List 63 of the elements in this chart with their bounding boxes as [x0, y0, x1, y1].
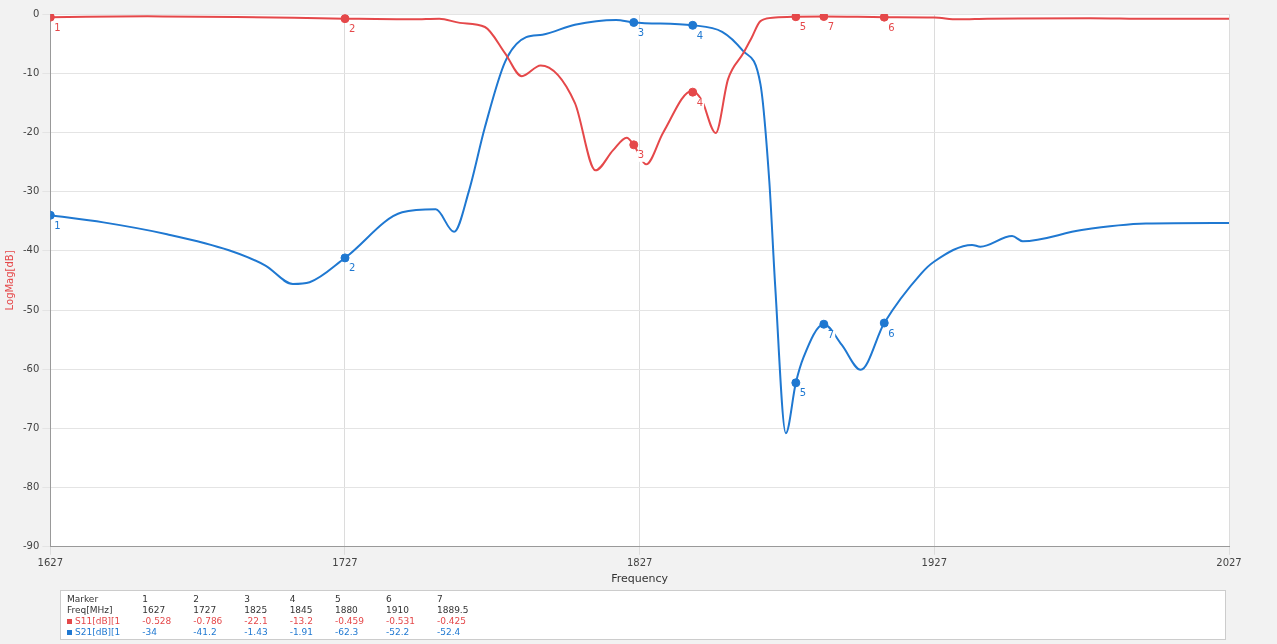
y-tick-label: -10: [22, 66, 40, 78]
annotation: 3: [637, 149, 645, 161]
text: -0.786: [193, 616, 224, 627]
y-tick-label: -40: [22, 244, 40, 256]
annotation: 7: [827, 21, 835, 33]
text: 1627: [142, 605, 167, 616]
text: 1825: [244, 605, 269, 616]
annotation: 2: [349, 262, 356, 274]
text: -0.459: [334, 616, 365, 627]
text: -0.528: [142, 616, 173, 627]
text: -13.2: [289, 616, 314, 627]
annotation: 6: [888, 327, 895, 339]
annotation: 5: [799, 387, 807, 399]
text: -52.2: [385, 627, 411, 638]
y-tick-label: -30: [22, 185, 40, 197]
text: 4: [289, 594, 296, 604]
text: 1727: [193, 605, 218, 616]
text: 6: [385, 594, 392, 604]
text: -62.3: [334, 627, 360, 638]
y-tick-label: -90: [22, 540, 40, 552]
text: -22.1: [244, 616, 269, 627]
x-tick-label: 1927: [921, 557, 948, 569]
text: -1.43: [244, 627, 269, 638]
annotation: 6: [888, 21, 895, 33]
text: -41.2: [193, 627, 218, 638]
x-tick-label: 1627: [37, 557, 64, 569]
x-tick-label: 2027: [1216, 557, 1242, 569]
x-tick-label: 1827: [626, 557, 653, 569]
y-tick-label: -60: [22, 362, 40, 374]
text: 1: [142, 594, 149, 604]
annotation: 7: [827, 328, 835, 340]
text: -34: [142, 627, 158, 638]
text: 1880: [334, 605, 359, 616]
y-tick-label: -70: [22, 421, 40, 433]
text: -52.4: [436, 627, 462, 638]
x-tick-label: 1727: [332, 557, 358, 569]
y-tick-label: -80: [22, 481, 40, 493]
y-tick-label: -50: [22, 303, 40, 315]
x-axis-title: Frequency: [611, 572, 669, 586]
y-tick-label: -20: [22, 125, 40, 137]
annotation: 1: [54, 21, 61, 33]
annotation: 1: [54, 219, 61, 231]
text: -0.531: [385, 616, 416, 627]
annotation: 4: [696, 96, 704, 108]
annotation: 2: [349, 23, 356, 35]
annotation: 3: [637, 27, 645, 39]
text: 1889.5: [436, 605, 470, 616]
text: -1.91: [289, 627, 314, 638]
text: 2: [193, 594, 200, 604]
text: 5: [334, 594, 341, 604]
text: -0.425: [436, 616, 467, 627]
annotation: 4: [696, 29, 704, 41]
y-axis-title: LogMag[dB]: [3, 250, 15, 311]
legend-label: S11[dB][1: [74, 616, 122, 627]
text: 3: [244, 594, 251, 604]
legend-label: S21[dB][1: [74, 627, 122, 638]
text: Marker: [67, 594, 100, 605]
y-tick-label: 0: [32, 7, 40, 19]
text: 1910: [385, 605, 410, 616]
text: 1845: [289, 605, 314, 616]
text: Freq[MHz]: [67, 605, 114, 616]
text: 7: [436, 594, 443, 604]
annotation: 5: [799, 21, 807, 33]
